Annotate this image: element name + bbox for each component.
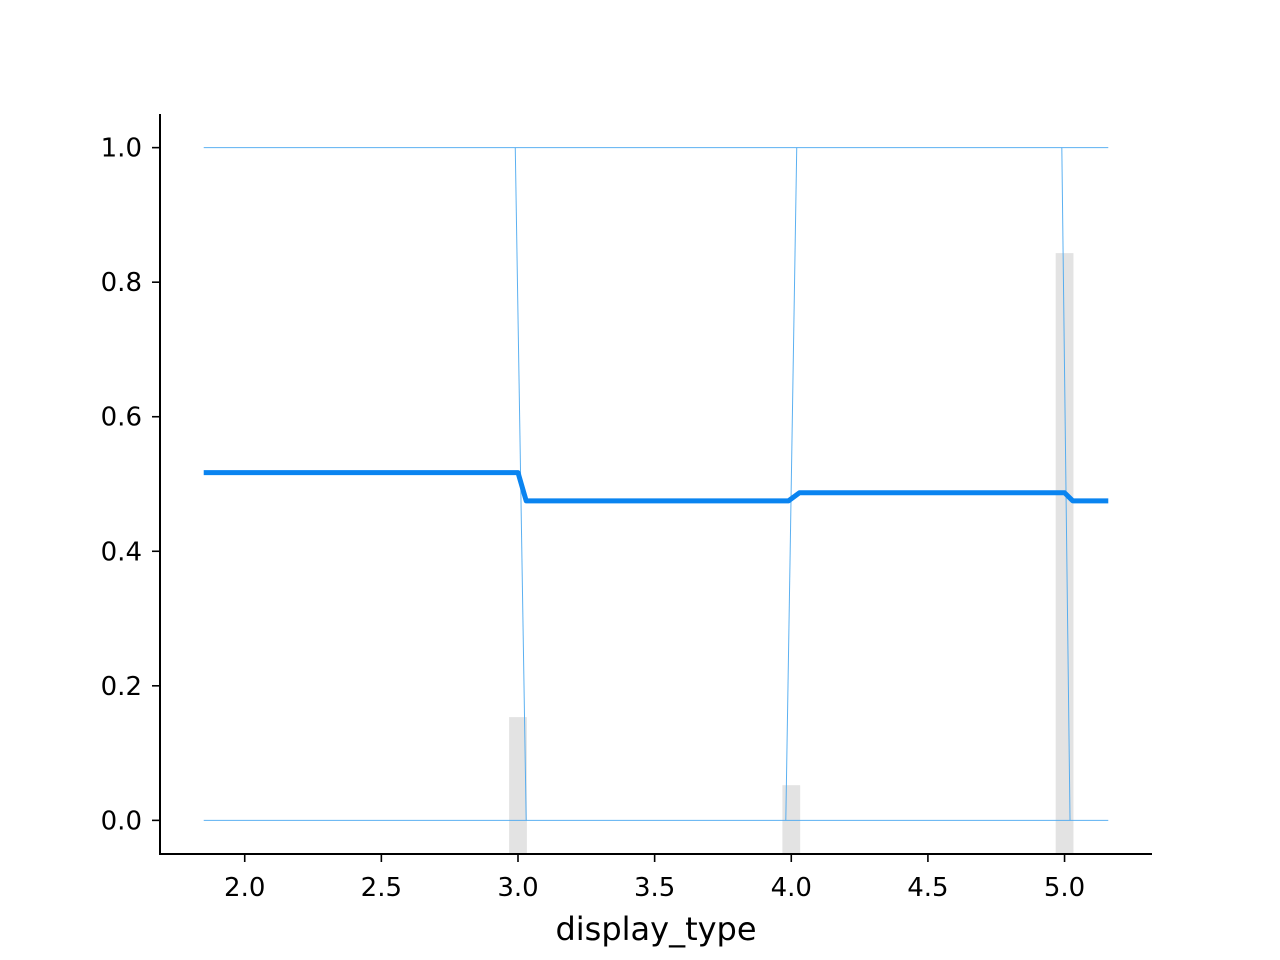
x-tick-label-5: 4.5 xyxy=(907,873,948,903)
distribution-histogram xyxy=(509,253,1074,854)
average-line-group xyxy=(203,470,1109,504)
x-tick-label-4: 4.0 xyxy=(771,873,812,903)
axes xyxy=(159,114,1152,855)
x-tick-label-1: 2.5 xyxy=(361,873,402,903)
y-tick-label-3: 0.6 xyxy=(101,403,142,433)
x-ticks: 2.0 2.5 3.0 3.5 4.0 4.5 5.0 xyxy=(224,854,1085,903)
x-tick-label-3: 3.5 xyxy=(634,873,675,903)
x-axis-title: display_type xyxy=(555,910,756,948)
histogram-bar-1 xyxy=(782,785,801,854)
histogram-bar-0 xyxy=(509,717,527,854)
average-line xyxy=(203,470,1109,504)
x-tick-label-2: 3.0 xyxy=(497,873,538,903)
individual-line-transition-1 xyxy=(785,147,798,821)
y-tick-label-0: 0.0 xyxy=(101,806,142,836)
y-ticks: 0.0 0.2 0.4 0.6 0.8 1.0 xyxy=(101,134,160,836)
y-tick-label-4: 0.8 xyxy=(101,268,142,298)
y-tick-label-5: 1.0 xyxy=(101,134,142,164)
x-tick-label-0: 2.0 xyxy=(224,873,265,903)
individual-line-transition-2 xyxy=(1061,147,1071,821)
x-tick-label-6: 5.0 xyxy=(1044,873,1085,903)
y-tick-label-2: 0.4 xyxy=(101,537,142,567)
individual-lines xyxy=(203,147,1109,821)
y-tick-label-1: 0.2 xyxy=(101,672,142,702)
